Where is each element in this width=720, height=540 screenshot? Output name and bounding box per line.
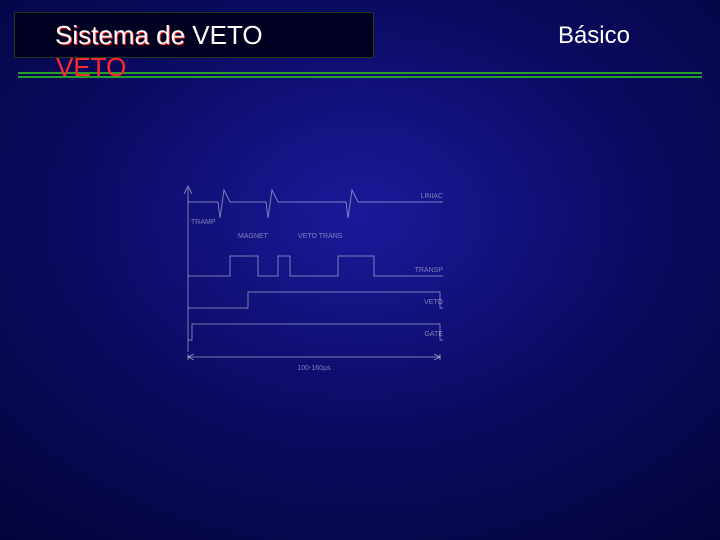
slide-title: Sistema de VETO Sistema de VETO xyxy=(55,20,263,51)
timing-diagram: LINIAC TRAMP MAGNET VETO TRANS TRANSP VETO GAT… xyxy=(178,184,458,374)
channel-label-liniac: LINIAC xyxy=(420,193,443,200)
timing-svg: LINIAC TRAMP MAGNET VETO TRANS TRANSP VETO GAT… xyxy=(178,184,458,374)
channels-group xyxy=(188,190,443,340)
channel-liniac xyxy=(188,190,443,218)
slide: Sistema de VETO Sistema de VETO Básico L… xyxy=(0,0,720,540)
annotation: MAGNET xyxy=(238,233,269,240)
channel-label-transp: TRANSP xyxy=(415,267,444,274)
title-box: Sistema de VETO Sistema de VETO xyxy=(14,12,374,58)
annotation: VETO TRANS xyxy=(298,233,343,240)
slide-subtitle: Básico xyxy=(558,22,630,50)
channel-transp xyxy=(188,256,443,276)
channel-label-veto: VETO xyxy=(424,299,443,306)
channel-label-gate: GATE xyxy=(424,331,443,338)
channel-veto xyxy=(188,292,443,308)
title-front: Sistema de VETO xyxy=(55,20,263,50)
annotations-group: LINIAC TRAMP MAGNET VETO TRANS TRANSP VETO GAT… xyxy=(191,193,444,338)
timespan-label: 100-160µs xyxy=(297,365,331,372)
channel-gate xyxy=(188,324,443,340)
annotation: TRAMP xyxy=(191,219,216,226)
